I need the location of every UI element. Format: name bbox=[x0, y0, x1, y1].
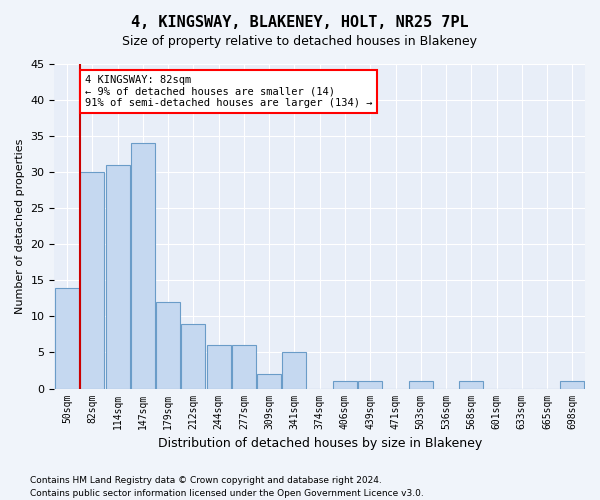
Bar bbox=[358, 382, 382, 388]
Bar bbox=[55, 288, 79, 388]
Bar bbox=[156, 302, 180, 388]
Text: Contains public sector information licensed under the Open Government Licence v3: Contains public sector information licen… bbox=[30, 488, 424, 498]
Bar bbox=[257, 374, 281, 388]
Y-axis label: Number of detached properties: Number of detached properties bbox=[15, 138, 25, 314]
Bar bbox=[181, 324, 205, 388]
Text: Size of property relative to detached houses in Blakeney: Size of property relative to detached ho… bbox=[122, 35, 478, 48]
Text: Contains HM Land Registry data © Crown copyright and database right 2024.: Contains HM Land Registry data © Crown c… bbox=[30, 476, 382, 485]
Text: 4 KINGSWAY: 82sqm
← 9% of detached houses are smaller (14)
91% of semi-detached : 4 KINGSWAY: 82sqm ← 9% of detached house… bbox=[85, 75, 372, 108]
Bar bbox=[333, 382, 357, 388]
Bar bbox=[131, 144, 155, 388]
Bar bbox=[409, 382, 433, 388]
Bar bbox=[560, 382, 584, 388]
Bar bbox=[206, 346, 230, 389]
Bar bbox=[232, 346, 256, 389]
Text: 4, KINGSWAY, BLAKENEY, HOLT, NR25 7PL: 4, KINGSWAY, BLAKENEY, HOLT, NR25 7PL bbox=[131, 15, 469, 30]
X-axis label: Distribution of detached houses by size in Blakeney: Distribution of detached houses by size … bbox=[158, 437, 482, 450]
Bar bbox=[459, 382, 484, 388]
Bar bbox=[106, 165, 130, 388]
Bar bbox=[283, 352, 307, 388]
Bar bbox=[80, 172, 104, 388]
